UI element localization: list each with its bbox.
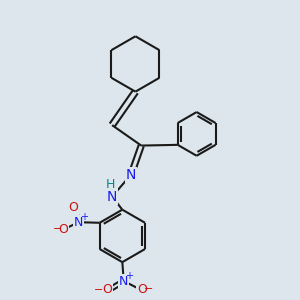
Text: −: −	[52, 224, 62, 235]
Text: −: −	[144, 284, 153, 294]
Text: N: N	[119, 274, 128, 288]
Text: N: N	[74, 216, 83, 229]
Text: O: O	[58, 223, 68, 236]
Text: +: +	[80, 212, 88, 222]
Text: +: +	[125, 271, 133, 281]
Text: −: −	[93, 285, 103, 295]
Text: O: O	[137, 283, 147, 296]
Text: N: N	[107, 190, 117, 204]
Text: H: H	[106, 178, 115, 191]
Text: O: O	[102, 283, 112, 296]
Text: N: N	[126, 168, 136, 182]
Text: O: O	[68, 201, 78, 214]
